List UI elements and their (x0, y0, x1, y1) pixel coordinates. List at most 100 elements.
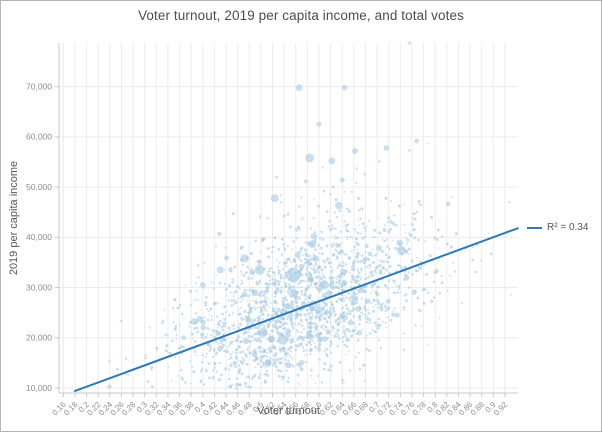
scatter-point (328, 262, 331, 265)
scatter-point (301, 321, 303, 323)
scatter-point (353, 315, 355, 318)
scatter-point (250, 277, 254, 280)
scatter-point (377, 285, 380, 288)
scatter-point (305, 280, 308, 283)
scatter-point (209, 307, 213, 311)
scatter-point (243, 310, 246, 314)
scatter-point (306, 241, 311, 246)
scatter-point (331, 303, 335, 307)
scatter-point (227, 284, 232, 288)
scatter-point (355, 237, 358, 240)
scatter-point (359, 217, 362, 221)
scatter-point (279, 291, 283, 295)
scatter-point (371, 248, 374, 251)
scatter-point (335, 331, 338, 335)
scatter-point (218, 349, 221, 352)
scatter-point (313, 260, 316, 262)
scatter-point (345, 227, 348, 230)
scatter-point (264, 366, 267, 369)
scatter-point (223, 306, 225, 308)
scatter-point (291, 357, 294, 360)
scatter-point (286, 380, 290, 384)
scatter-point (246, 348, 249, 351)
scatter-point (384, 321, 387, 324)
scatter-point (271, 310, 274, 313)
scatter-point (354, 281, 357, 284)
scatter-point (306, 334, 310, 337)
scatter-point (235, 382, 239, 387)
scatter-point (378, 339, 381, 342)
scatter-point (351, 303, 355, 306)
scatter-point (254, 308, 257, 311)
scatter-point (344, 263, 348, 266)
scatter-point (356, 196, 361, 201)
scatter-point (196, 264, 200, 267)
scatter-point (227, 377, 230, 380)
scatter-point (234, 365, 237, 369)
scatter-point (330, 313, 332, 315)
scatter-point (237, 345, 241, 348)
scatter-point (309, 227, 312, 230)
scatter-point (303, 313, 307, 317)
scatter-point (303, 280, 306, 283)
scatter-point (269, 301, 272, 304)
scatter-point (305, 336, 309, 339)
scatter-point (356, 329, 363, 336)
scatter-point (346, 223, 350, 226)
scatter-point (331, 227, 335, 230)
scatter-point (241, 273, 243, 276)
scatter-point (348, 329, 352, 333)
scatter-point (308, 293, 312, 297)
scatter-point (321, 166, 324, 169)
scatter-point (343, 343, 346, 347)
scatter-point (307, 265, 310, 268)
scatter-point (268, 269, 271, 273)
scatter-point (386, 220, 390, 224)
scatter-point (200, 336, 204, 339)
scatter-point (189, 360, 192, 363)
scatter-point (273, 282, 277, 286)
scatter-point (212, 375, 214, 378)
scatter-point (248, 351, 251, 354)
scatter-point (289, 306, 293, 310)
scatter-point (371, 309, 376, 313)
scatter-point (204, 369, 208, 373)
scatter-point (308, 341, 312, 344)
scatter-point (315, 324, 319, 328)
scatter-point (445, 201, 451, 207)
scatter-point (363, 172, 366, 176)
scatter-point (387, 280, 390, 283)
scatter-point (394, 282, 397, 285)
scatter-point (252, 299, 254, 302)
scatter-point (335, 215, 339, 219)
scatter-point (333, 327, 336, 330)
scatter-point (349, 280, 353, 284)
scatter-point (213, 282, 216, 285)
scatter-point (360, 207, 364, 211)
scatter-point (286, 318, 289, 321)
scatter-point (460, 302, 463, 305)
scatter-point (436, 238, 440, 242)
scatter-point (305, 318, 307, 321)
scatter-point (223, 324, 227, 328)
scatter-point-large (305, 153, 315, 163)
scatter-point (313, 198, 316, 201)
scatter-point (381, 265, 385, 270)
scatter-point (184, 381, 187, 384)
scatter-point (246, 331, 249, 333)
scatter-point (350, 309, 354, 313)
scatter-point (352, 321, 356, 325)
scatter-point (250, 267, 253, 270)
chart-title: Voter turnout, 2019 per capita income, a… (138, 8, 464, 23)
scatter-point (330, 272, 333, 275)
scatter-point (358, 314, 362, 318)
scatter-point (180, 312, 184, 316)
scatter-point (357, 283, 361, 286)
scatter-point (386, 287, 389, 290)
scatter-point (420, 265, 423, 267)
scatter-point (204, 335, 208, 339)
scatter-point (237, 363, 241, 367)
scatter-point (357, 270, 361, 275)
scatter-point (318, 280, 321, 283)
scatter-point (368, 332, 372, 335)
